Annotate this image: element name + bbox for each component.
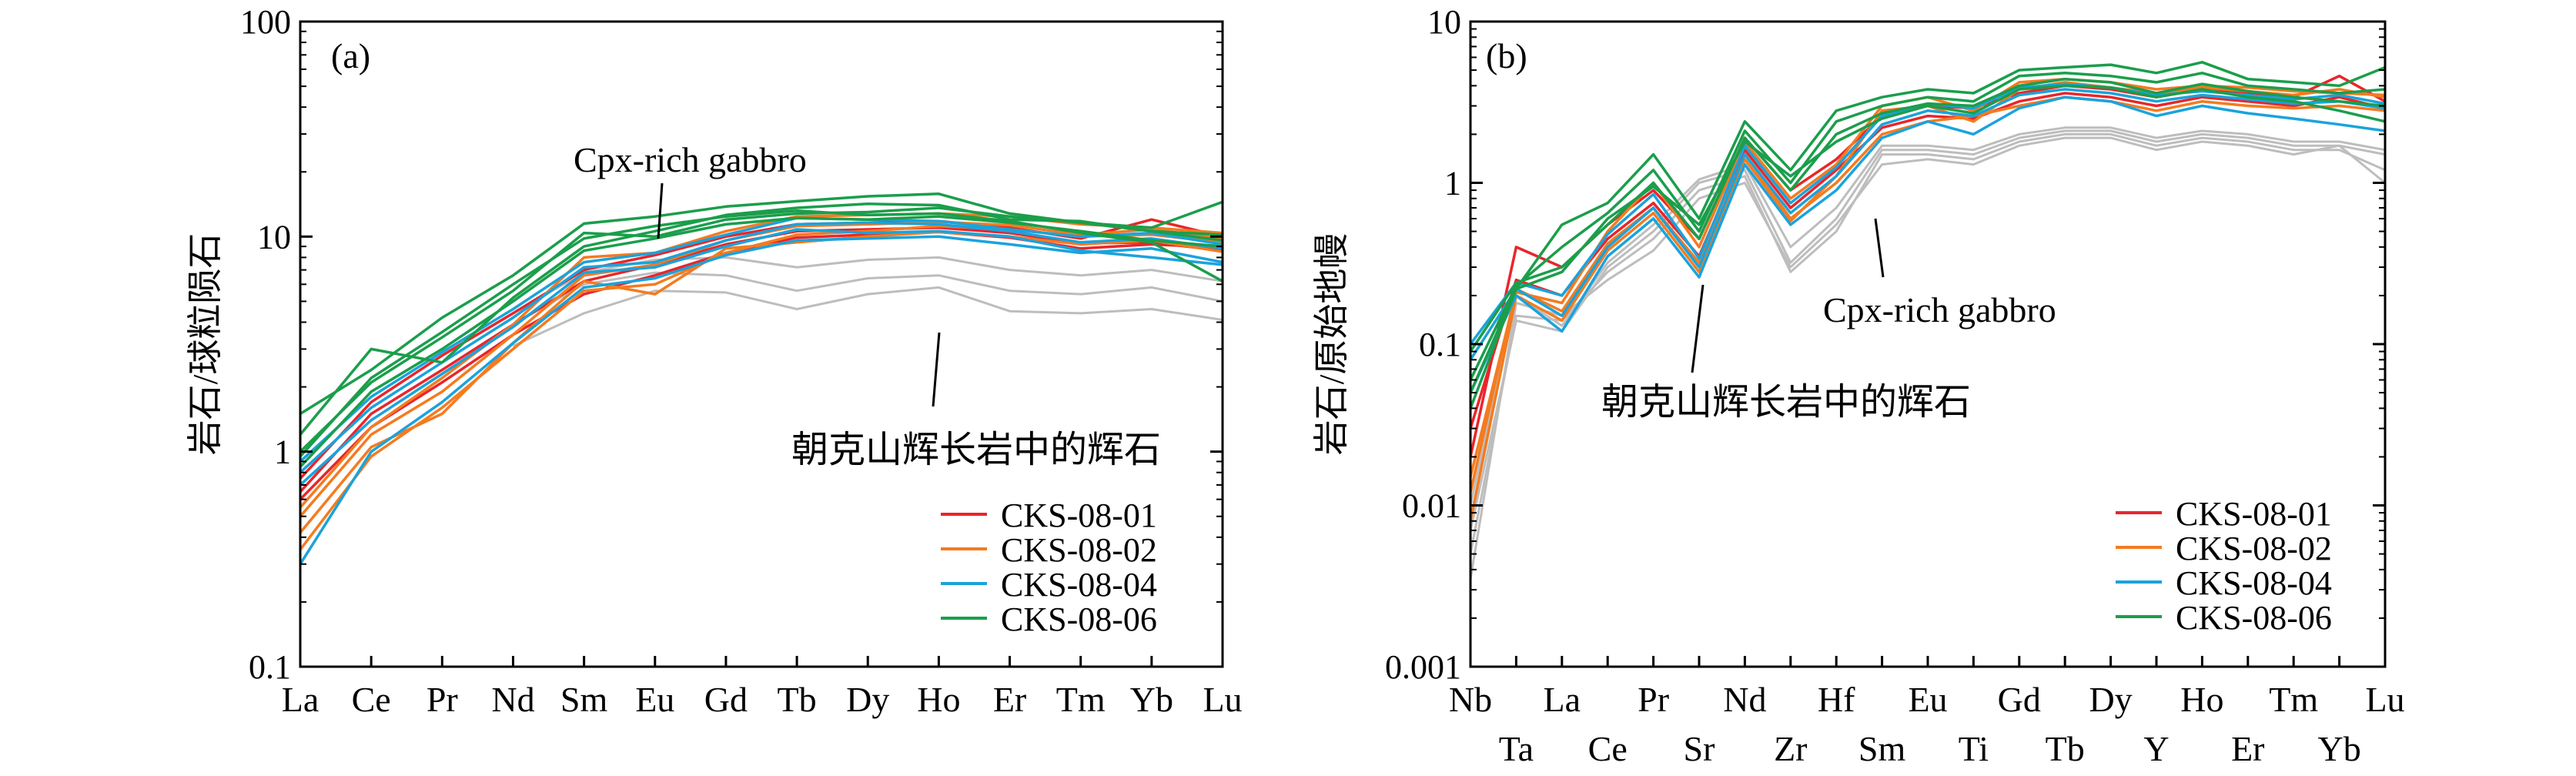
panel-a: 0.1 1 10 100 La Ce Pr Nd Sm Eu Gd Tb Dy Ho Er Tm Yb Lu (… — [186, 3, 1243, 719]
b-x-tick-label: Zr — [1774, 729, 1807, 768]
panel-a-x-axis: La Ce Pr Nd Sm Eu Gd Tb Dy Ho Er Tm Yb Lu — [282, 656, 1243, 719]
a-x-tick-label: Yb — [1130, 680, 1173, 719]
b-x-tick-label: Sr — [1684, 729, 1715, 768]
a-x-tick-label: Er — [993, 680, 1026, 719]
panel-b-label: (b) — [1486, 36, 1527, 75]
b-x-tick-label: Y — [2143, 729, 2169, 768]
panel-a-annotation-cpx-gabbro-pointer — [657, 182, 664, 239]
b-x-tick-label: Lu — [2365, 680, 2404, 719]
b-series-line-reference — [1469, 129, 2386, 531]
b-series-line-reference — [1469, 132, 2386, 554]
panel-b-legend-label-4: CKS-08-06 — [2176, 599, 2332, 637]
a-series-line-cks-08-06 — [299, 209, 1223, 458]
panel-a-legend-label-2: CKS-08-02 — [1001, 531, 1157, 569]
a-series-line-cks-08-02 — [299, 220, 1223, 517]
a-x-tick-label: Nd — [491, 680, 534, 719]
a-y-tick-label: 0.1 — [249, 648, 291, 686]
panel-b-y-axis: 0.001 0.01 0.1 1 10 — [1385, 3, 2385, 686]
b-y-tick-label: 0.01 — [1402, 487, 1461, 525]
b-x-tick-label: Dy — [2089, 680, 2132, 719]
b-x-tick-label: Tb — [2046, 729, 2085, 768]
panel-a-legend: CKS-08-01 CKS-08-02 CKS-08-04 CKS-08-06 — [941, 497, 1157, 638]
b-x-tick-label: Ce — [1588, 729, 1628, 768]
panel-a-legend-label-4: CKS-08-06 — [1001, 600, 1157, 638]
b-y-tick-label: 1 — [1444, 165, 1461, 202]
panel-b-y-axis-title: 岩石/原始地幔 — [1312, 233, 1351, 456]
b-x-tick-label: Ti — [1959, 729, 1989, 768]
a-series-line-reference — [512, 271, 1223, 326]
b-y-tick-label: 0.001 — [1385, 648, 1461, 686]
panel-a-legend-label-3: CKS-08-04 — [1001, 566, 1157, 604]
b-x-tick-label: Sm — [1858, 729, 1906, 768]
b-series-line-reference — [1469, 126, 2386, 506]
a-x-tick-label: Gd — [704, 680, 748, 719]
b-x-tick-label: Eu — [1908, 680, 1947, 719]
b-x-tick-label: Nd — [1723, 680, 1766, 719]
a-y-tick-label: 100 — [240, 3, 291, 41]
a-y-tick-label: 10 — [257, 218, 291, 256]
panel-b-annotation-cpx-gabbro-pointer — [1874, 218, 1885, 278]
panel-b-annotation-chaokeshan-pointer — [1691, 284, 1705, 373]
panel-a-plot-frame — [299, 20, 1224, 668]
a-x-tick-label: Ho — [917, 680, 960, 719]
b-series-line-cks-08-06 — [1469, 84, 2386, 393]
a-series-line-cks-08-04 — [299, 228, 1223, 487]
panel-a-y-axis: 0.1 1 10 100 — [240, 3, 1223, 686]
panel-a-annotation-chaokeshan-pyroxene: 朝克山辉长岩中的辉石 — [791, 430, 1161, 470]
panel-b-legend-label-3: CKS-08-04 — [2176, 564, 2332, 602]
panel-a-y-axis-title: 岩石/球粒陨石 — [186, 233, 225, 456]
b-x-tick-label: Yb — [2317, 729, 2360, 768]
a-y-tick-label: 1 — [274, 433, 291, 471]
b-y-tick-label: 10 — [1427, 3, 1461, 41]
b-x-tick-label: Ta — [1499, 729, 1534, 768]
b-series-line-cks-08-04 — [1469, 95, 2386, 393]
b-x-tick-label: La — [1544, 680, 1581, 719]
panel-b-reference-lines — [1469, 126, 2386, 580]
panel-b-annotation-chaokeshan-pyroxene: 朝克山辉长岩中的辉石 — [1601, 382, 1971, 423]
a-x-tick-label: Dy — [846, 680, 889, 719]
b-x-tick-label: Ho — [2180, 680, 2223, 719]
b-x-tick-label: Er — [2231, 729, 2264, 768]
a-x-tick-label: La — [282, 680, 319, 719]
b-series-line-cks-08-06 — [1469, 72, 2386, 381]
panel-b-legend-label-1: CKS-08-01 — [2176, 495, 2332, 533]
panel-b-legend: CKS-08-01 CKS-08-02 CKS-08-04 CKS-08-06 — [2116, 495, 2332, 637]
panel-a-label: (a) — [331, 36, 370, 75]
a-x-tick-label: Tb — [778, 680, 817, 719]
a-series-line-cks-08-06 — [299, 206, 1223, 453]
a-series-line-cks-08-04 — [299, 235, 1223, 565]
a-series-line-cks-08-04 — [299, 221, 1223, 473]
a-series-line-cks-08-04 — [299, 216, 1223, 463]
panel-a-annotation-chaokeshan-pointer — [932, 332, 941, 407]
panel-b-series-lines — [1469, 61, 2386, 522]
b-series-line-cks-08-01 — [1469, 92, 2386, 430]
a-x-tick-label: Lu — [1203, 680, 1242, 719]
b-x-tick-label: Gd — [1998, 680, 2041, 719]
b-x-tick-label: Pr — [1638, 680, 1669, 719]
a-series-line-cks-08-02 — [299, 230, 1223, 534]
panel-b-annotation-cpx-gabbro: Cpx-rich gabbro — [1823, 290, 2056, 329]
panel-a-legend-label-1: CKS-08-01 — [1001, 497, 1157, 534]
b-x-tick-label: Tm — [2269, 680, 2318, 719]
panel-a-annotation-cpx-gabbro: Cpx-rich gabbro — [574, 140, 807, 179]
a-x-tick-label: Sm — [560, 680, 608, 719]
a-x-tick-label: Pr — [427, 680, 458, 719]
b-x-tick-label: Nb — [1449, 680, 1492, 719]
a-x-tick-label: Ce — [352, 680, 391, 719]
a-x-tick-label: Tm — [1056, 680, 1106, 719]
b-series-line-reference — [1469, 136, 2386, 580]
b-series-line-cks-08-04 — [1469, 88, 2386, 361]
b-series-line-cks-08-06 — [1469, 61, 2386, 410]
panel-b-legend-label-2: CKS-08-02 — [2176, 530, 2332, 567]
b-x-tick-label: Hf — [1818, 680, 1855, 719]
a-series-line-reference — [512, 286, 1223, 347]
a-x-tick-label: Eu — [635, 680, 674, 719]
b-y-tick-label: 0.1 — [1419, 326, 1461, 363]
panel-a-series-lines — [299, 192, 1223, 565]
b-series-line-cks-08-06 — [1469, 77, 2386, 353]
